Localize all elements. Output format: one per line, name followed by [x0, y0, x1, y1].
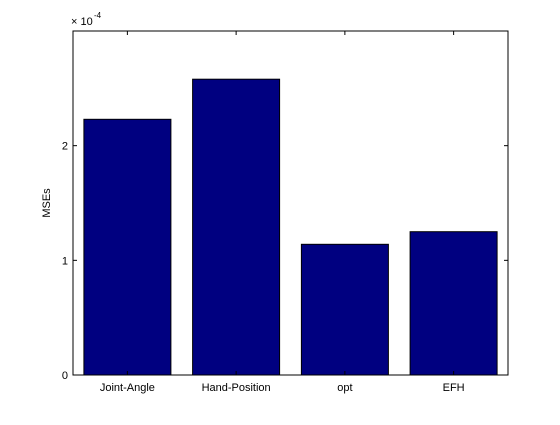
- y-tick-label: 2: [62, 141, 68, 153]
- x-tick-label: Joint-Angle: [100, 382, 155, 394]
- bars-group: [84, 79, 497, 375]
- y-axis-multiplier-exponent: -4: [94, 11, 102, 20]
- x-tick-label: EFH: [443, 382, 465, 394]
- bar-opt: [301, 244, 388, 375]
- bar-hand-position: [193, 79, 280, 375]
- bar-joint-angle: [84, 119, 171, 375]
- y-axis-multiplier: × 10: [71, 16, 93, 28]
- y-tick-label: 0: [62, 370, 68, 382]
- y-tick-label: 1: [62, 255, 68, 267]
- y-axis-label: MSEs: [41, 188, 53, 218]
- x-tick-label: Hand-Position: [202, 382, 271, 394]
- x-tick-label: opt: [337, 382, 352, 394]
- bar-efh: [410, 232, 497, 375]
